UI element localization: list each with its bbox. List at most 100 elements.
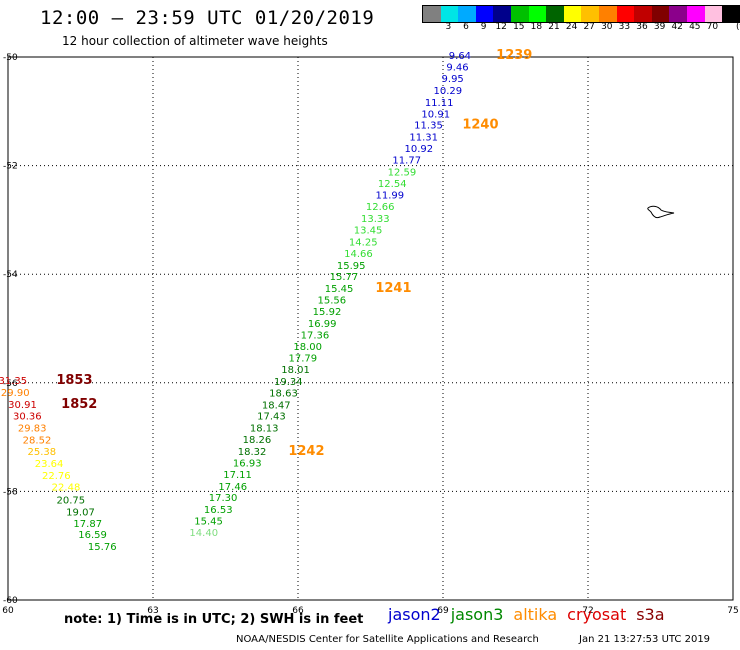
wave-height-value: 11.11	[425, 98, 454, 109]
legend-swatch	[722, 6, 740, 22]
wave-height-value: 17.87	[73, 519, 102, 530]
wave-height-value: 29.90	[1, 388, 30, 399]
wave-height-value: 20.75	[57, 495, 86, 506]
legend-swatch	[493, 6, 511, 22]
wave-height-value: 19.34	[274, 377, 303, 388]
legend-swatch	[510, 6, 529, 22]
lat-lon-grid	[8, 57, 733, 600]
wave-height-value: 16.59	[78, 530, 107, 541]
wave-height-value: 11.35	[414, 121, 443, 132]
y-tick-label: -50	[3, 53, 18, 63]
legend-label: 21	[548, 22, 560, 32]
generated-timestamp: Jan 21 13:27:53 UTC 2019	[579, 634, 711, 645]
wave-height-value: 19.07	[66, 507, 95, 518]
legend-swatch	[651, 6, 670, 22]
wave-height-value: 13.45	[354, 225, 383, 236]
wave-height-value: 14.25	[349, 237, 378, 248]
wave-height-value: 22.76	[42, 471, 71, 482]
chart-subtitle: 12 hour collection of altimeter wave hei…	[62, 34, 328, 48]
wave-height-value: 17.36	[301, 330, 330, 341]
y-tick-label: -58	[3, 487, 18, 497]
wave-height-value: 25.38	[28, 447, 57, 458]
legend-swatch	[528, 6, 547, 22]
legend-swatch	[598, 6, 617, 22]
wave-height-value: 12.66	[366, 202, 395, 213]
pass-time-label: 1239	[496, 48, 532, 63]
legend-swatch	[669, 6, 687, 22]
legend-swatch	[423, 6, 441, 22]
y-tick-label: -60	[3, 596, 18, 606]
x-tick-label: 63	[147, 606, 158, 616]
wave-height-value: 15.56	[318, 296, 347, 307]
legend-swatch	[616, 6, 635, 22]
wave-height-value: 16.99	[308, 319, 337, 330]
plot-frame	[7, 56, 734, 601]
legend-label: 33	[618, 22, 631, 32]
satellite-name: altika	[513, 605, 558, 624]
pass-time-label: 1240	[462, 118, 498, 133]
legend-swatch	[704, 6, 723, 22]
wave-height-value: 28.52	[23, 436, 52, 447]
legend-swatch	[440, 6, 459, 22]
wave-height-value: 9.95	[442, 74, 464, 85]
wave-height-value: 15.76	[88, 542, 117, 553]
wave-height-value: 11.99	[376, 191, 405, 202]
credit-line: NOAA/NESDIS Center for Satellite Applica…	[236, 634, 539, 645]
wave-height-value: 22.48	[52, 482, 81, 493]
legend-swatch	[634, 6, 652, 22]
island-outline	[647, 205, 675, 219]
wave-height-value: 12.54	[378, 179, 407, 190]
pass-time-label: 1242	[288, 444, 324, 459]
legend-label: 39	[653, 22, 666, 32]
satellite-name: s3a	[636, 605, 665, 624]
legend-label: 42	[671, 22, 683, 32]
y-tick-label: -54	[3, 270, 18, 280]
legend-swatch	[686, 6, 705, 22]
legend-swatch	[458, 6, 476, 22]
wave-height-value: 17.11	[223, 470, 252, 481]
legend-unit: (ft)	[736, 22, 740, 32]
legend-swatch	[581, 6, 599, 22]
wave-height-value: 18.32	[238, 447, 267, 458]
wave-height-value: 11.31	[409, 133, 438, 144]
wave-height-value: 18.13	[250, 424, 279, 435]
wave-height-value: 12.59	[388, 167, 417, 178]
wave-height-value: 16.93	[233, 458, 262, 469]
legend-label: 70	[706, 22, 719, 32]
legend-label: 6	[463, 22, 469, 32]
chart-title: 12:00 – 23:59 UTC 01/20/2019	[40, 7, 375, 29]
legend-label: 3	[445, 22, 452, 32]
wave-height-value: 17.43	[257, 412, 286, 423]
footer-note: note: 1) Time is in UTC; 2) SWH is in fe…	[64, 612, 364, 627]
pass-time-label: 1853	[56, 373, 92, 388]
legend-label: 30	[601, 22, 613, 32]
wave-height-value: 18.01	[281, 365, 310, 376]
legend-label: 36	[636, 22, 648, 32]
time-labels: 1239 1240 1241 1242 1853 1852	[56, 48, 532, 459]
color-legend	[422, 5, 740, 23]
wave-height-value: 16.53	[204, 505, 233, 516]
wave-height-value: 15.92	[313, 307, 342, 318]
wave-height-value: 10.92	[405, 144, 434, 155]
track-west: 31.3529.9030.9130.3629.8328.5225.3823.64…	[0, 376, 117, 553]
wave-height-value: 11.77	[392, 155, 421, 166]
legend-label: 15	[513, 22, 525, 32]
y-tick-label: -52	[3, 162, 18, 172]
x-tick-label: 69	[437, 606, 449, 616]
legend-label: 27	[583, 22, 595, 32]
x-tick-label: 60	[2, 606, 14, 616]
wave-height-value: 9.46	[446, 63, 468, 74]
satellite-name: jason2	[388, 605, 441, 624]
legend-label: 45	[689, 22, 701, 32]
wave-height-value: 14.66	[344, 249, 373, 260]
legend-label: 24	[565, 22, 578, 32]
wave-height-value: 18.26	[243, 435, 272, 446]
wave-height-value: 13.33	[361, 214, 390, 225]
pass-time-label: 1852	[61, 397, 97, 412]
legend-label: 12	[495, 22, 507, 32]
wave-height-value: 14.40	[189, 528, 218, 539]
wave-height-value: 31.35	[0, 376, 27, 387]
wave-height-value: 17.46	[218, 482, 247, 493]
wave-height-value: 29.83	[18, 424, 47, 435]
